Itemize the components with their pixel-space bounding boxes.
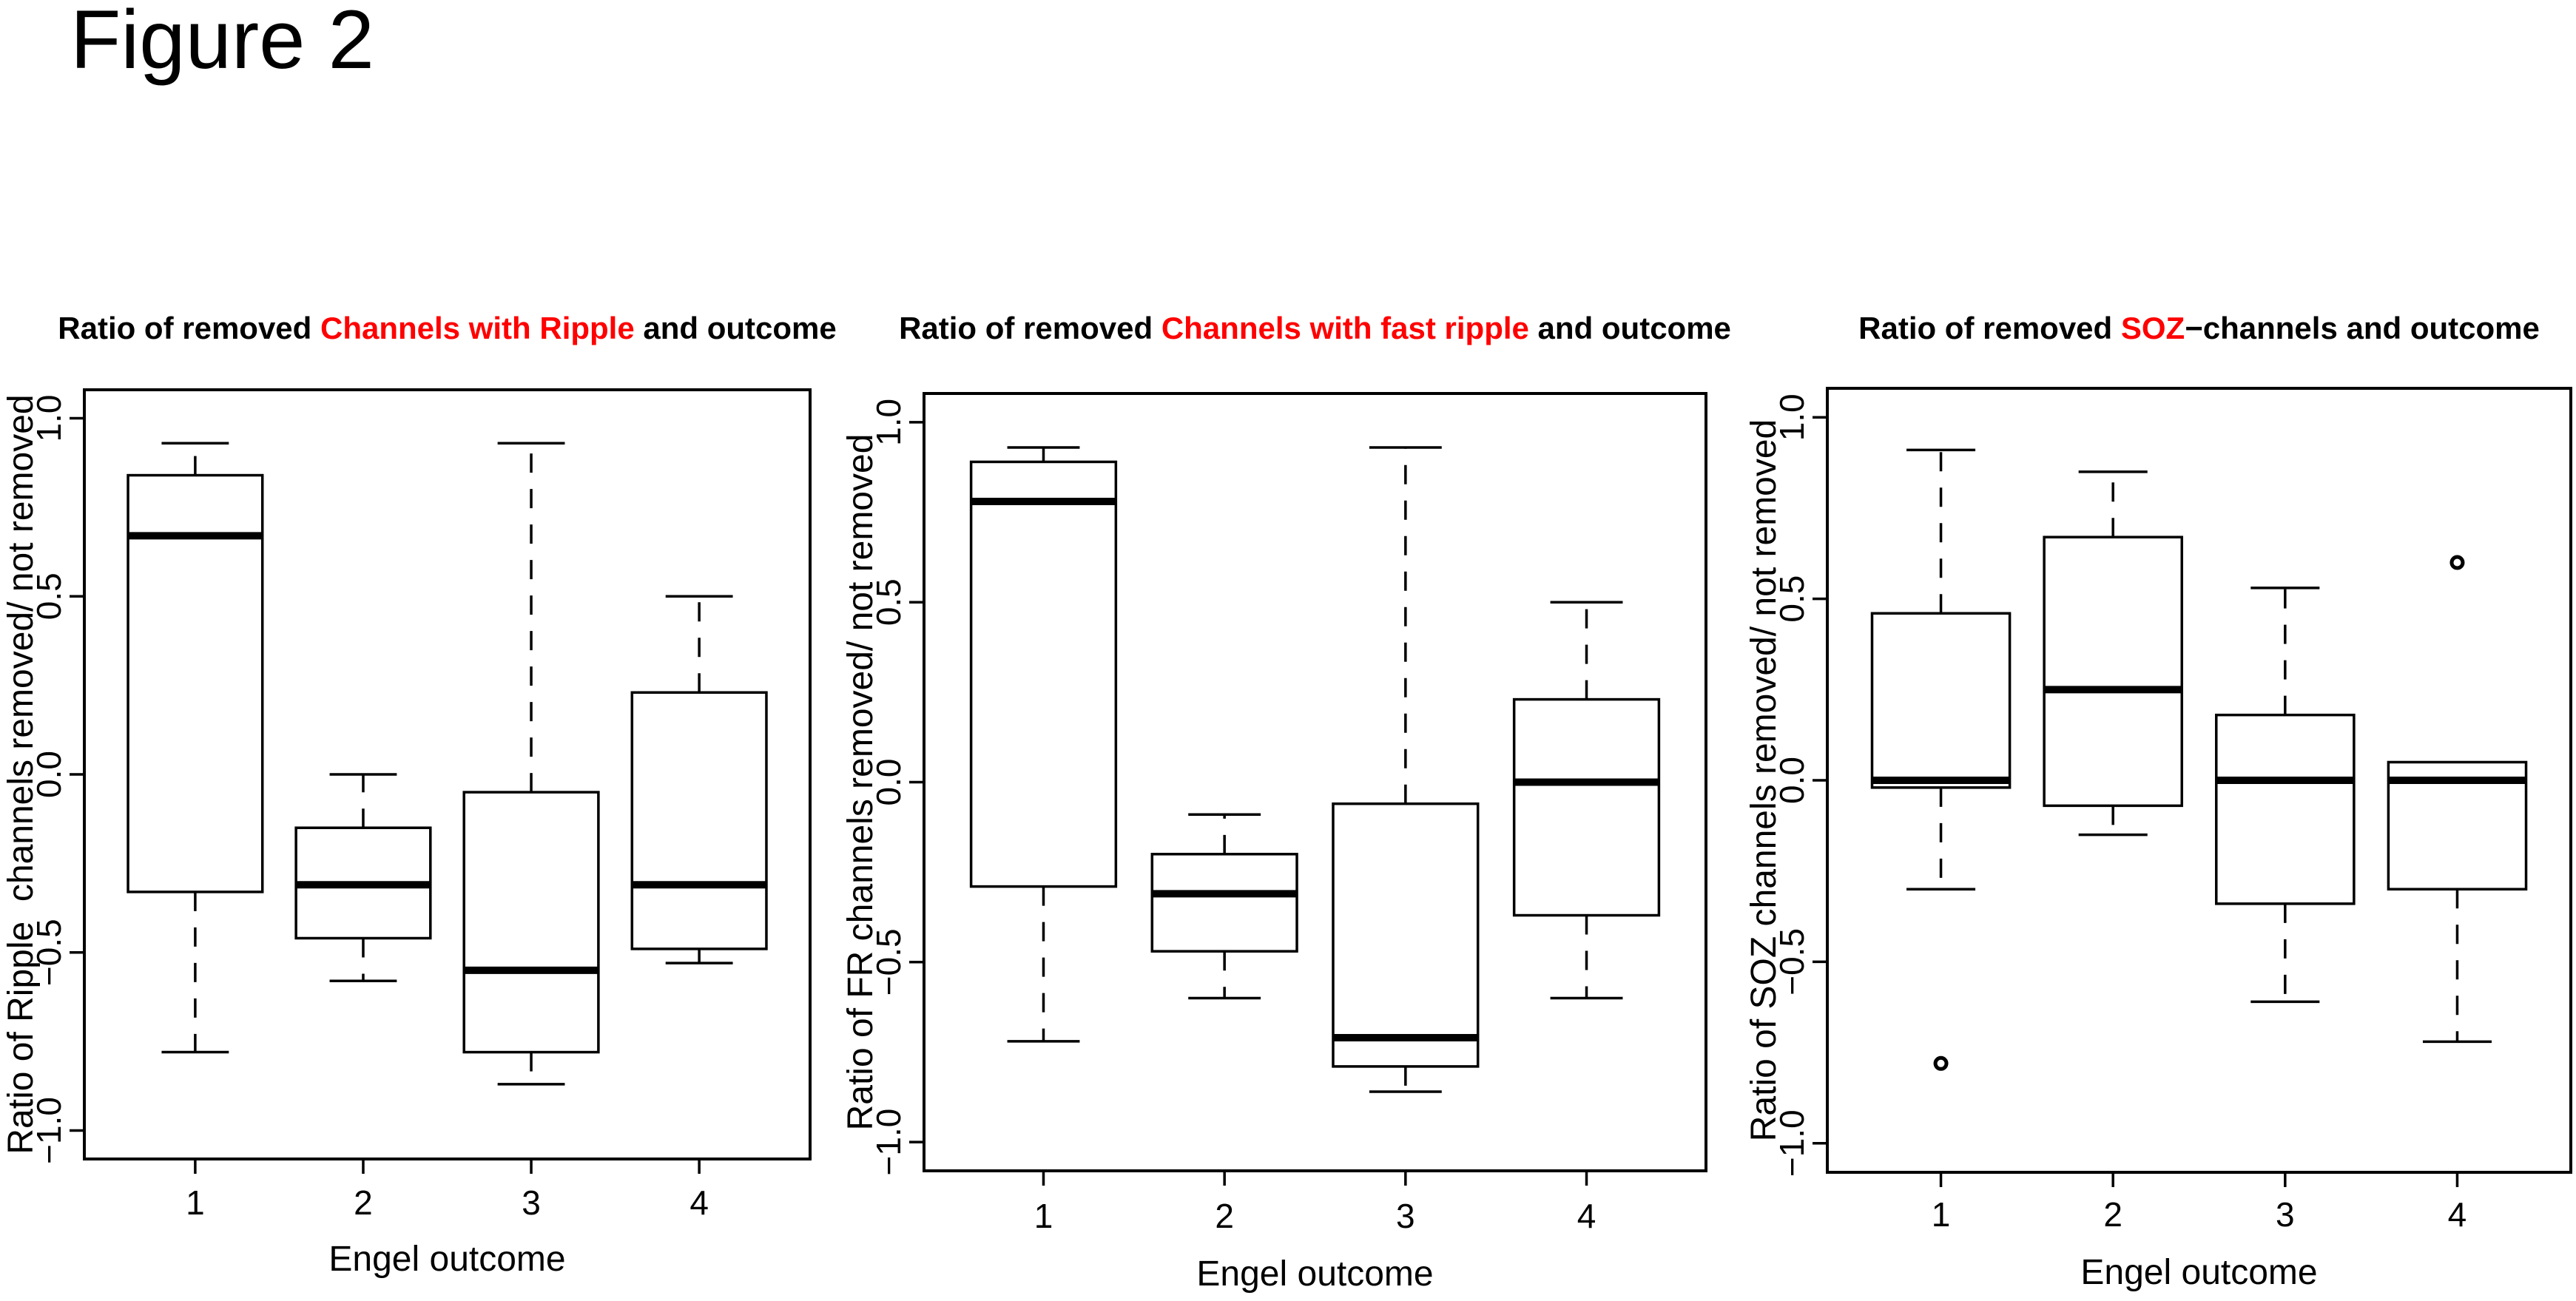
- x-tick-label: 3: [1396, 1197, 1415, 1235]
- box-rect: [2043, 535, 2183, 808]
- y-axis-title: Ratio of Ripple channels removed/ not re…: [1, 394, 41, 1154]
- y-axis-title: Ratio of FR channels removed/ not remove…: [841, 434, 880, 1131]
- y-tick-label: 0.5: [1773, 575, 1811, 623]
- boxplot-panel-2: Ratio of removed Channels with fast ripp…: [841, 311, 1731, 1294]
- box-rect: [1512, 697, 1661, 917]
- y-tick-label: 1.0: [1773, 393, 1811, 441]
- y-axis-title: Ratio of SOZ channels removed/ not remov…: [1744, 419, 1784, 1141]
- x-tick-label: 4: [1577, 1197, 1596, 1235]
- y-tick-label: −1.0: [869, 1109, 908, 1176]
- y-tick-label: 1.0: [30, 395, 68, 442]
- box-rect: [969, 460, 1118, 888]
- x-tick-label: 4: [2448, 1195, 2467, 1234]
- y-tick-label: 0.5: [869, 578, 908, 626]
- y-tick-label: −1.0: [30, 1097, 68, 1164]
- x-axis-title: Engel outcome: [1196, 1254, 1433, 1294]
- x-tick-label: 2: [354, 1183, 373, 1222]
- x-tick-label: 2: [2103, 1195, 2122, 1234]
- outlier-point: [2449, 555, 2465, 570]
- x-axis-title: Engel outcome: [2080, 1253, 2317, 1292]
- y-tick-label: −0.5: [30, 919, 68, 986]
- box-rect: [630, 691, 768, 950]
- x-axis-title: Engel outcome: [328, 1240, 565, 1279]
- box-rect: [127, 473, 264, 893]
- box-rect: [462, 791, 600, 1054]
- x-tick-label: 2: [1215, 1197, 1234, 1235]
- box-rect: [1150, 853, 1298, 953]
- box-rect: [1332, 802, 1480, 1068]
- x-tick-label: 1: [1034, 1197, 1053, 1235]
- chart-title: Ratio of removed Channels with fast ripp…: [899, 311, 1731, 345]
- x-tick-label: 3: [2276, 1195, 2295, 1234]
- y-tick-label: 0.5: [30, 572, 68, 620]
- x-tick-label: 4: [689, 1183, 709, 1222]
- y-tick-label: −0.5: [1773, 928, 1811, 996]
- chart-title: Ratio of removed SOZ−channels and outcom…: [1858, 311, 2540, 345]
- y-tick-label: 0.0: [869, 759, 908, 806]
- y-tick-label: −0.5: [869, 928, 908, 996]
- boxplot-panel-1: Ratio of removed Channels with Ripple an…: [1, 311, 837, 1279]
- y-tick-label: −1.0: [1773, 1109, 1811, 1177]
- y-tick-label: 0.0: [1773, 757, 1811, 804]
- x-tick-label: 1: [1932, 1195, 1951, 1234]
- y-tick-label: 1.0: [869, 399, 908, 446]
- box-rect: [2215, 713, 2356, 905]
- figure-label: Figure 2: [70, 0, 374, 86]
- box-rect: [1870, 612, 2012, 789]
- boxplot-panel-3: Ratio of removed SOZ−channels and outcom…: [1744, 311, 2572, 1292]
- x-tick-label: 1: [186, 1183, 205, 1222]
- chart-title: Ratio of removed Channels with Ripple an…: [58, 311, 836, 345]
- x-tick-label: 3: [522, 1183, 541, 1222]
- outlier-point: [1933, 1055, 1949, 1071]
- y-tick-label: 0.0: [30, 751, 68, 798]
